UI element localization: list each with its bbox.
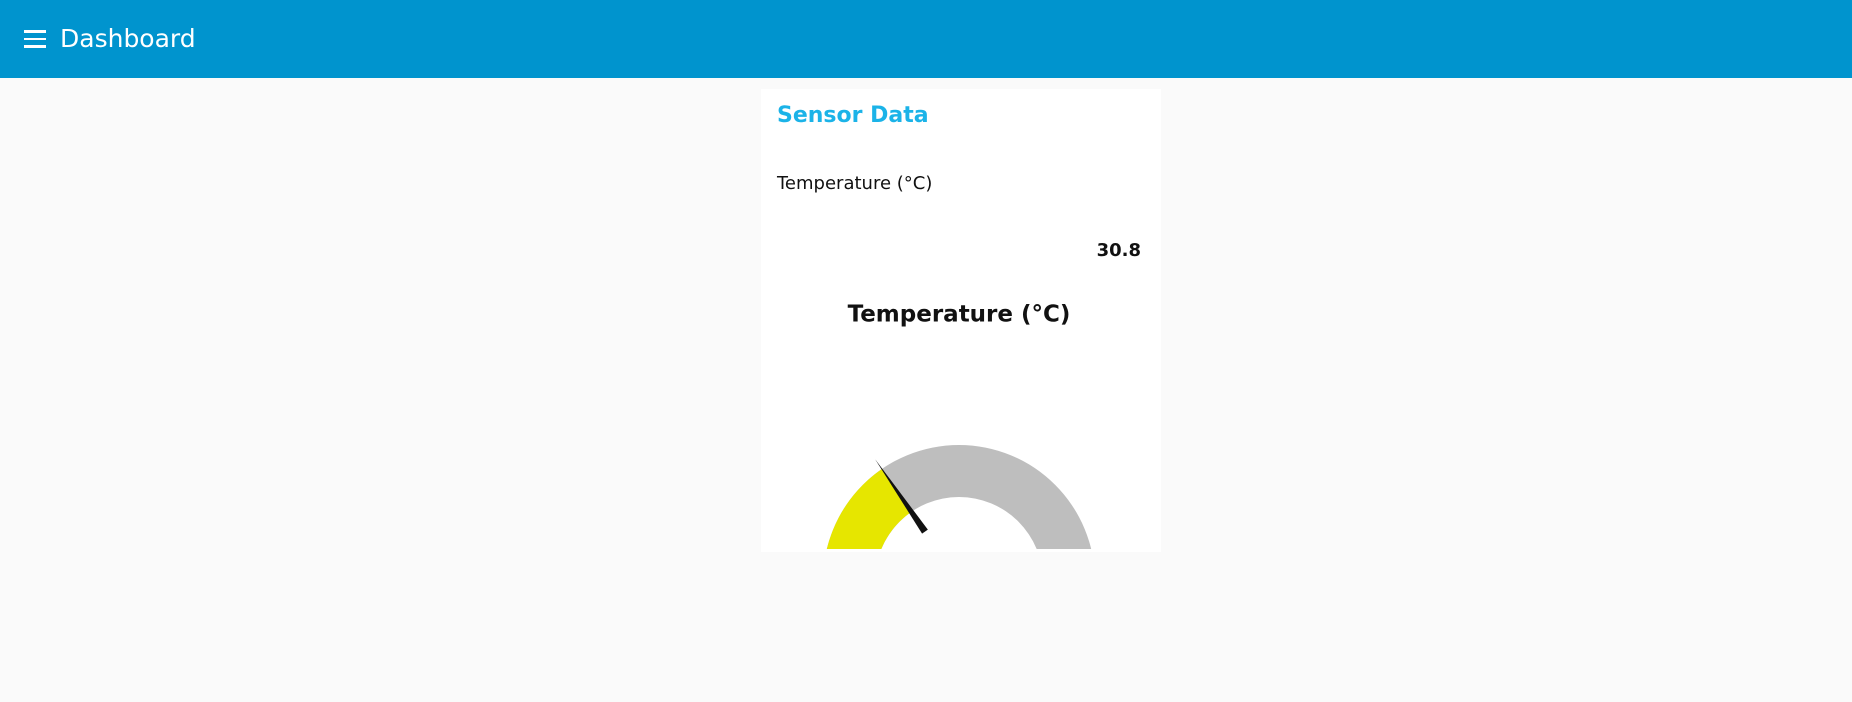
gauge-title: Temperature (°C): [848, 302, 1071, 328]
menu-button[interactable]: [24, 30, 46, 48]
toolbar: Dashboard: [0, 0, 1852, 78]
text-value: 30.8: [1096, 240, 1141, 261]
text-label: Temperature (°C): [777, 173, 933, 194]
group-card: Sensor Data Temperature (°C) 30.8 Temper…: [761, 89, 1161, 552]
gauge: Temperature (°C) 30.8°C0100: [826, 302, 1092, 549]
group-title: Sensor Data: [777, 103, 929, 128]
gauge-needle: [875, 459, 928, 534]
gauge-fill: [826, 469, 912, 549]
page-title: Dashboard: [60, 24, 196, 53]
